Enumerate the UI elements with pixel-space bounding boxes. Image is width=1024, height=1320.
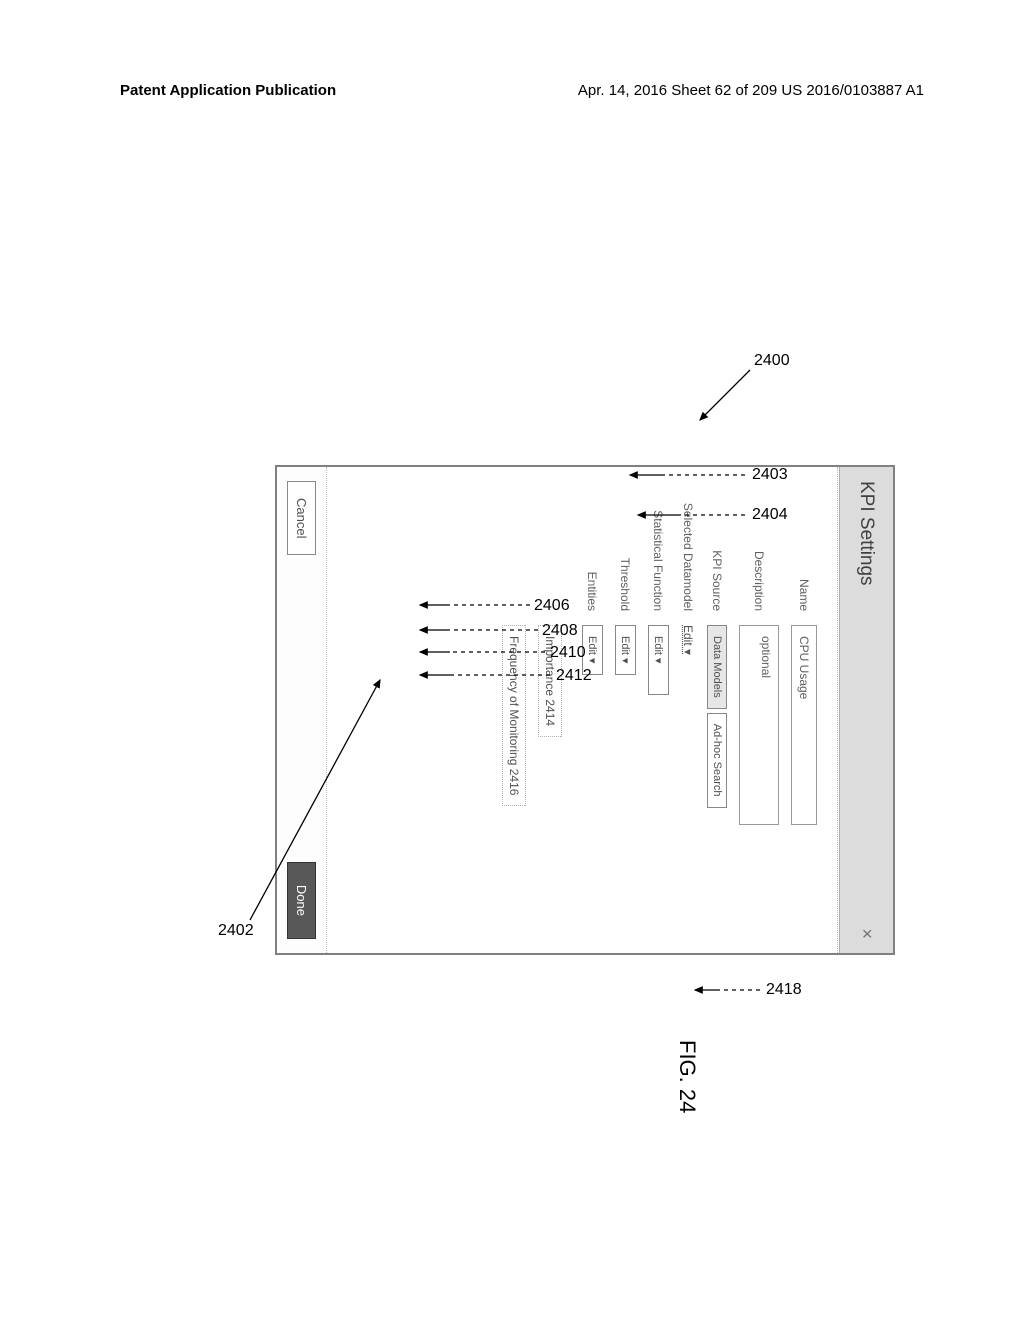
row-threshold: Threshold Edit ▾	[615, 485, 636, 935]
row-selected-datamodel: Selected Datamodel Edit ▾	[681, 485, 695, 935]
callout-2403: 2403	[752, 466, 788, 484]
cancel-button[interactable]: Cancel	[287, 481, 316, 555]
row-entities: Entities Edit ▾	[582, 485, 603, 935]
callout-2406: 2406	[534, 597, 570, 615]
kpi-source-buttons: Data Models Ad-hoc Search	[707, 625, 727, 812]
statistical-function-edit[interactable]: Edit ▾	[648, 625, 669, 695]
callout-2408: 2408	[542, 622, 578, 640]
statistical-function-label: Statistical Function	[652, 485, 666, 625]
done-button[interactable]: Done	[287, 862, 316, 939]
row-kpi-source: KPI Source Data Models Ad-hoc Search	[707, 485, 727, 935]
callout-2418: 2418	[766, 981, 802, 999]
row-name: Name CPU Usage	[791, 485, 817, 935]
row-frequency: Frequency of Monitoring 2416	[502, 625, 526, 935]
header-right: Apr. 14, 2016 Sheet 62 of 209 US 2016/01…	[578, 82, 924, 99]
threshold-label: Threshold	[619, 485, 633, 625]
header-left: Patent Application Publication	[120, 82, 336, 99]
callout-2400: 2400	[754, 352, 790, 370]
dialog-title: KPI Settings	[856, 481, 878, 586]
callout-2404: 2404	[752, 506, 788, 524]
adhoc-search-button[interactable]: Ad-hoc Search	[707, 713, 727, 808]
dialog-body: Name CPU Usage Description optional KPI …	[368, 467, 838, 953]
frequency-link[interactable]: Frequency of Monitoring 2416	[502, 625, 526, 806]
callout-2412: 2412	[556, 667, 592, 685]
row-description: Description optional	[739, 485, 779, 935]
figure-caption: FIG. 24	[674, 1040, 700, 1113]
name-label: Name	[797, 485, 811, 625]
row-statistical-function: Statistical Function Edit ▾	[648, 485, 669, 935]
name-field[interactable]: CPU Usage	[791, 625, 817, 825]
threshold-edit[interactable]: Edit ▾	[615, 625, 636, 675]
close-icon[interactable]: ×	[856, 928, 877, 939]
entities-label: Entities	[586, 485, 600, 625]
figure-area: KPI Settings × Name CPU Usage Descriptio…	[120, 120, 904, 1220]
selected-datamodel-label: Selected Datamodel	[681, 485, 695, 625]
data-models-button[interactable]: Data Models	[707, 625, 727, 709]
callout-2402: 2402	[218, 922, 254, 940]
dialog-footer: Cancel Done	[277, 467, 327, 953]
callout-2410: 2410	[550, 644, 586, 662]
description-field[interactable]: optional	[739, 625, 779, 825]
kpi-settings-dialog: KPI Settings × Name CPU Usage Descriptio…	[275, 465, 895, 955]
dialog-header: KPI Settings ×	[839, 467, 893, 953]
selected-datamodel-edit[interactable]: Edit ▾	[681, 625, 695, 655]
kpi-source-label: KPI Source	[710, 485, 724, 625]
